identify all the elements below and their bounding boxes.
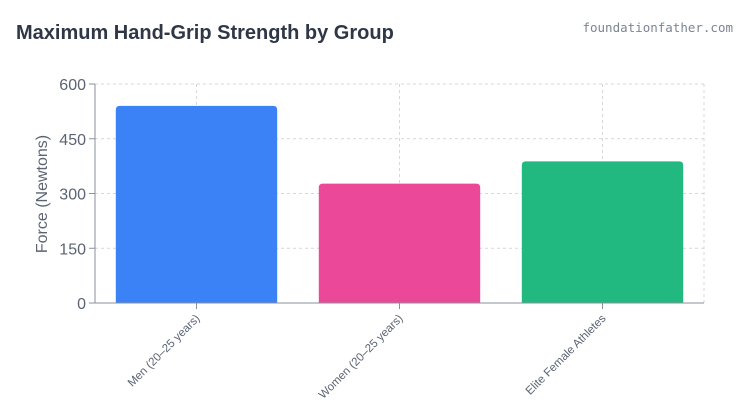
x-tick-label: Elite Female Athletes bbox=[524, 312, 609, 397]
y-tick-label: 450 bbox=[59, 132, 86, 149]
y-axis-label: Force (Newtons) bbox=[34, 135, 51, 253]
x-tick-label: Men (20–25 years) bbox=[126, 313, 203, 390]
y-tick-label: 150 bbox=[59, 241, 86, 258]
bar-3[interactable] bbox=[521, 161, 684, 303]
y-tick-label: 600 bbox=[59, 77, 86, 94]
bar-1[interactable] bbox=[115, 105, 278, 304]
bars-layer bbox=[115, 105, 684, 304]
x-tick-label: Women (20–25 years) bbox=[317, 313, 406, 402]
bar-2[interactable] bbox=[318, 183, 481, 303]
y-tick-label: 300 bbox=[59, 187, 86, 204]
chart-title: Maximum Hand-Grip Strength by Group bbox=[16, 22, 394, 44]
y-tick-label: 0 bbox=[77, 296, 86, 313]
source-credit: foundationfather.com bbox=[582, 20, 733, 35]
